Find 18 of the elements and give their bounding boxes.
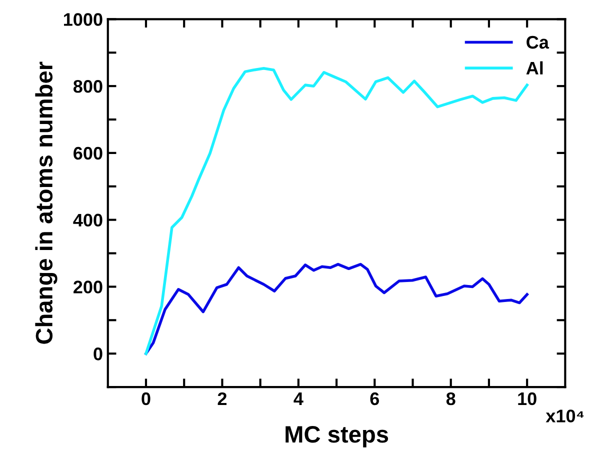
- x-tick-label: 10: [518, 392, 536, 406]
- x-tick-label: 2: [218, 392, 227, 405]
- x-tick-label: 4: [294, 392, 304, 405]
- legend-label: Ca: [526, 36, 550, 49]
- x-tick-label: 8: [446, 392, 456, 406]
- y-tick-label: 800: [73, 80, 102, 93]
- x-tick-label: 0: [142, 392, 150, 406]
- x-axis-title: MC steps: [286, 426, 388, 448]
- y-axis-title: Change in atoms number: [35, 62, 58, 344]
- y-tick-label: 1000: [64, 13, 102, 26]
- y-tick-label: 200: [74, 280, 102, 294]
- y-tick-label: 0: [94, 348, 102, 360]
- y-tick-label: 400: [73, 214, 102, 227]
- y-tick-label: 600: [74, 146, 102, 160]
- legend-label: Al: [526, 61, 543, 74]
- line-series: [144, 262, 528, 355]
- text: x10⁴: [546, 410, 584, 422]
- x-tick-label: 6: [370, 392, 380, 406]
